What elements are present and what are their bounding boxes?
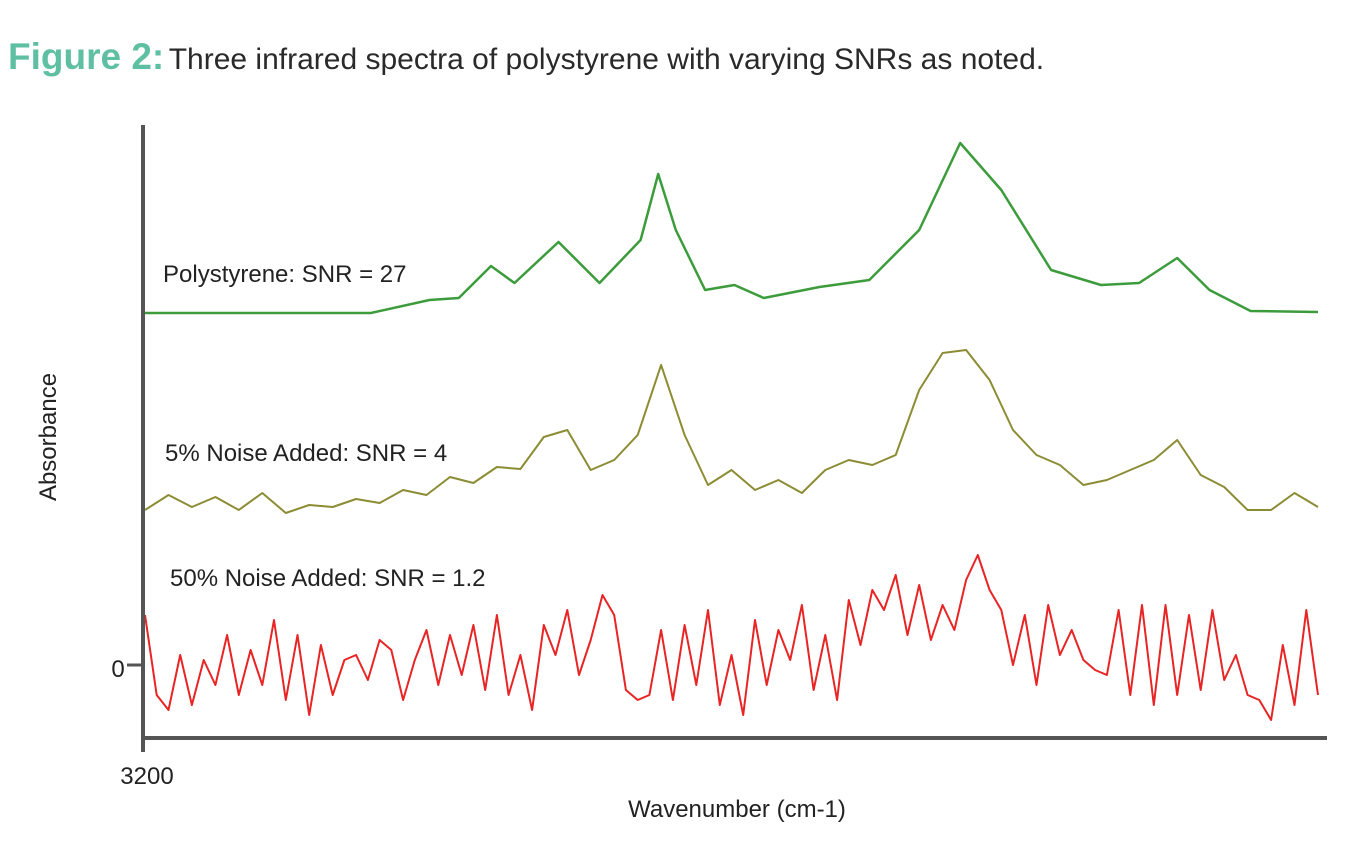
figure-caption: Three infrared spectra of polystyrene wi… bbox=[168, 43, 1045, 76]
y-tick-label-0: 0 bbox=[111, 656, 124, 683]
traces bbox=[144, 141, 1319, 721]
y-axis-label: Absorbance bbox=[35, 373, 62, 501]
label-bg bbox=[160, 437, 490, 467]
x-tick-label-3200: 3200 bbox=[120, 763, 173, 790]
trace-polystyrene bbox=[145, 141, 1319, 315]
trace-50pct-noise bbox=[144, 554, 1319, 721]
series-label-5pct-noise: 5% Noise Added: SNR = 4 bbox=[165, 440, 447, 467]
figure-title: Figure 2: Three infrared spectra of poly… bbox=[8, 36, 1044, 78]
label-bg bbox=[158, 256, 443, 286]
series-label-polystyrene: Polystyrene: SNR = 27 bbox=[163, 261, 406, 288]
x-axis-label: Wavenumber (cm-1) bbox=[628, 796, 846, 823]
series-label-50pct-noise: 50% Noise Added: SNR = 1.2 bbox=[170, 565, 486, 592]
figure-label: Figure 2: bbox=[8, 36, 165, 77]
trace-5pct-noise bbox=[144, 349, 1319, 514]
